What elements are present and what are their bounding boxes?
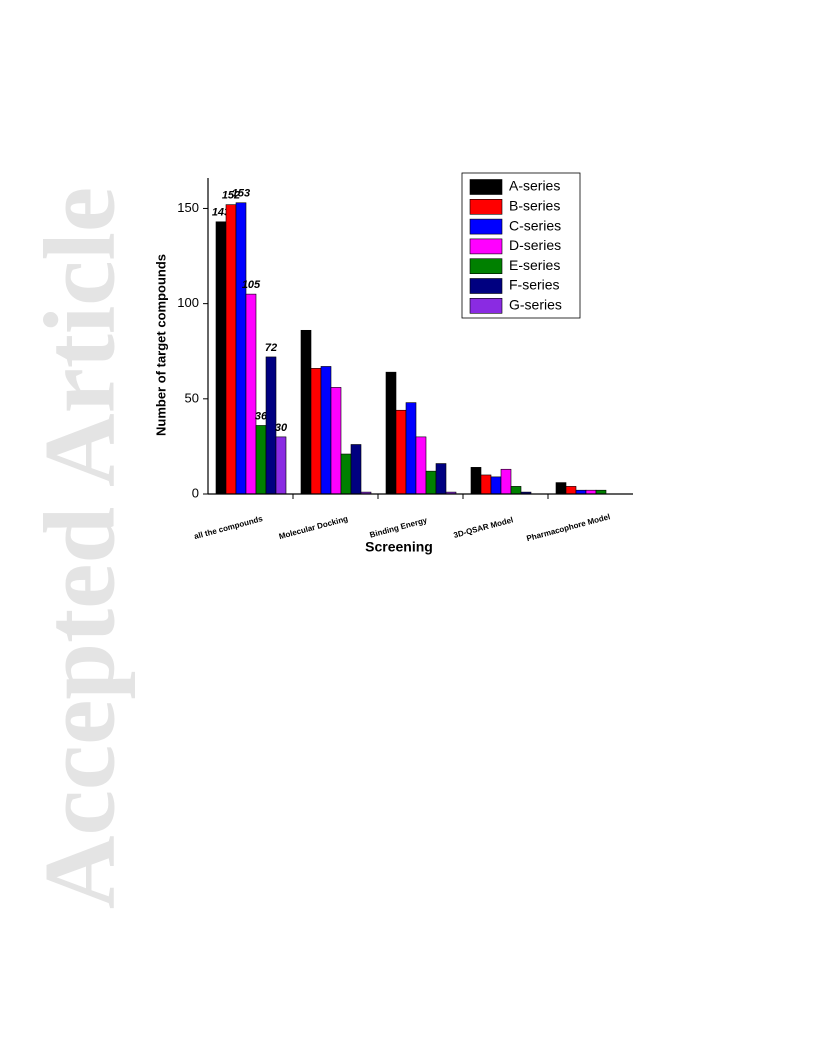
legend-label: F-series — [509, 277, 560, 293]
x-tick-label: 3D-QSAR Model — [453, 515, 515, 540]
legend-label: C-series — [509, 217, 561, 233]
y-tick-label: 150 — [177, 200, 199, 215]
bar — [310, 368, 322, 495]
legend-label: E-series — [509, 257, 560, 273]
bar — [245, 293, 257, 495]
legend-swatch — [469, 199, 503, 215]
bar — [415, 436, 427, 495]
bar — [350, 444, 362, 495]
x-axis-label: Screening — [365, 539, 433, 555]
bar — [435, 463, 447, 495]
value-label: 143 — [212, 207, 230, 219]
value-label: 153 — [232, 188, 250, 200]
bar — [480, 474, 492, 495]
bar — [565, 486, 577, 495]
legend-label: G-series — [509, 297, 562, 313]
y-tick-label: 0 — [192, 485, 199, 500]
value-label: 152 — [222, 190, 240, 202]
bar — [235, 202, 247, 495]
bar — [215, 221, 227, 495]
bar — [470, 467, 482, 495]
legend-swatch — [469, 238, 503, 255]
y-tick-label: 100 — [177, 295, 199, 310]
bar — [405, 402, 417, 495]
legend-swatch — [469, 179, 503, 195]
bar — [275, 436, 287, 495]
legend-swatch — [469, 258, 503, 275]
legend-swatch — [469, 278, 503, 294]
bar — [300, 329, 312, 495]
legend-label: D-series — [509, 237, 561, 253]
bar — [500, 468, 512, 495]
bar — [555, 482, 567, 495]
x-tick-label: Molecular Docking — [278, 514, 349, 541]
x-tick-label: Binding Energy — [369, 515, 429, 539]
bar — [330, 387, 342, 495]
legend-label: B-series — [509, 198, 560, 214]
value-label: 72 — [265, 342, 277, 354]
bar — [510, 486, 522, 495]
value-label: 30 — [275, 422, 288, 434]
value-label: 105 — [242, 279, 261, 291]
bar — [490, 476, 502, 495]
bar — [225, 204, 237, 495]
bar — [320, 366, 332, 495]
x-tick-label: all the compounds — [193, 514, 264, 541]
bar — [385, 371, 397, 495]
bar — [340, 453, 352, 495]
legend-swatch — [469, 218, 503, 235]
bar — [395, 409, 407, 495]
legend-label: A-series — [509, 178, 560, 194]
y-tick-label: 50 — [185, 390, 199, 405]
bar — [255, 425, 267, 495]
y-axis-label: Number of target compounds — [153, 254, 168, 436]
value-label: 36 — [255, 410, 268, 422]
legend-swatch — [469, 297, 503, 314]
watermark: Accepted Article — [23, 187, 136, 909]
x-tick-label: Pharmacophore Model — [526, 512, 612, 543]
bar — [425, 470, 437, 495]
